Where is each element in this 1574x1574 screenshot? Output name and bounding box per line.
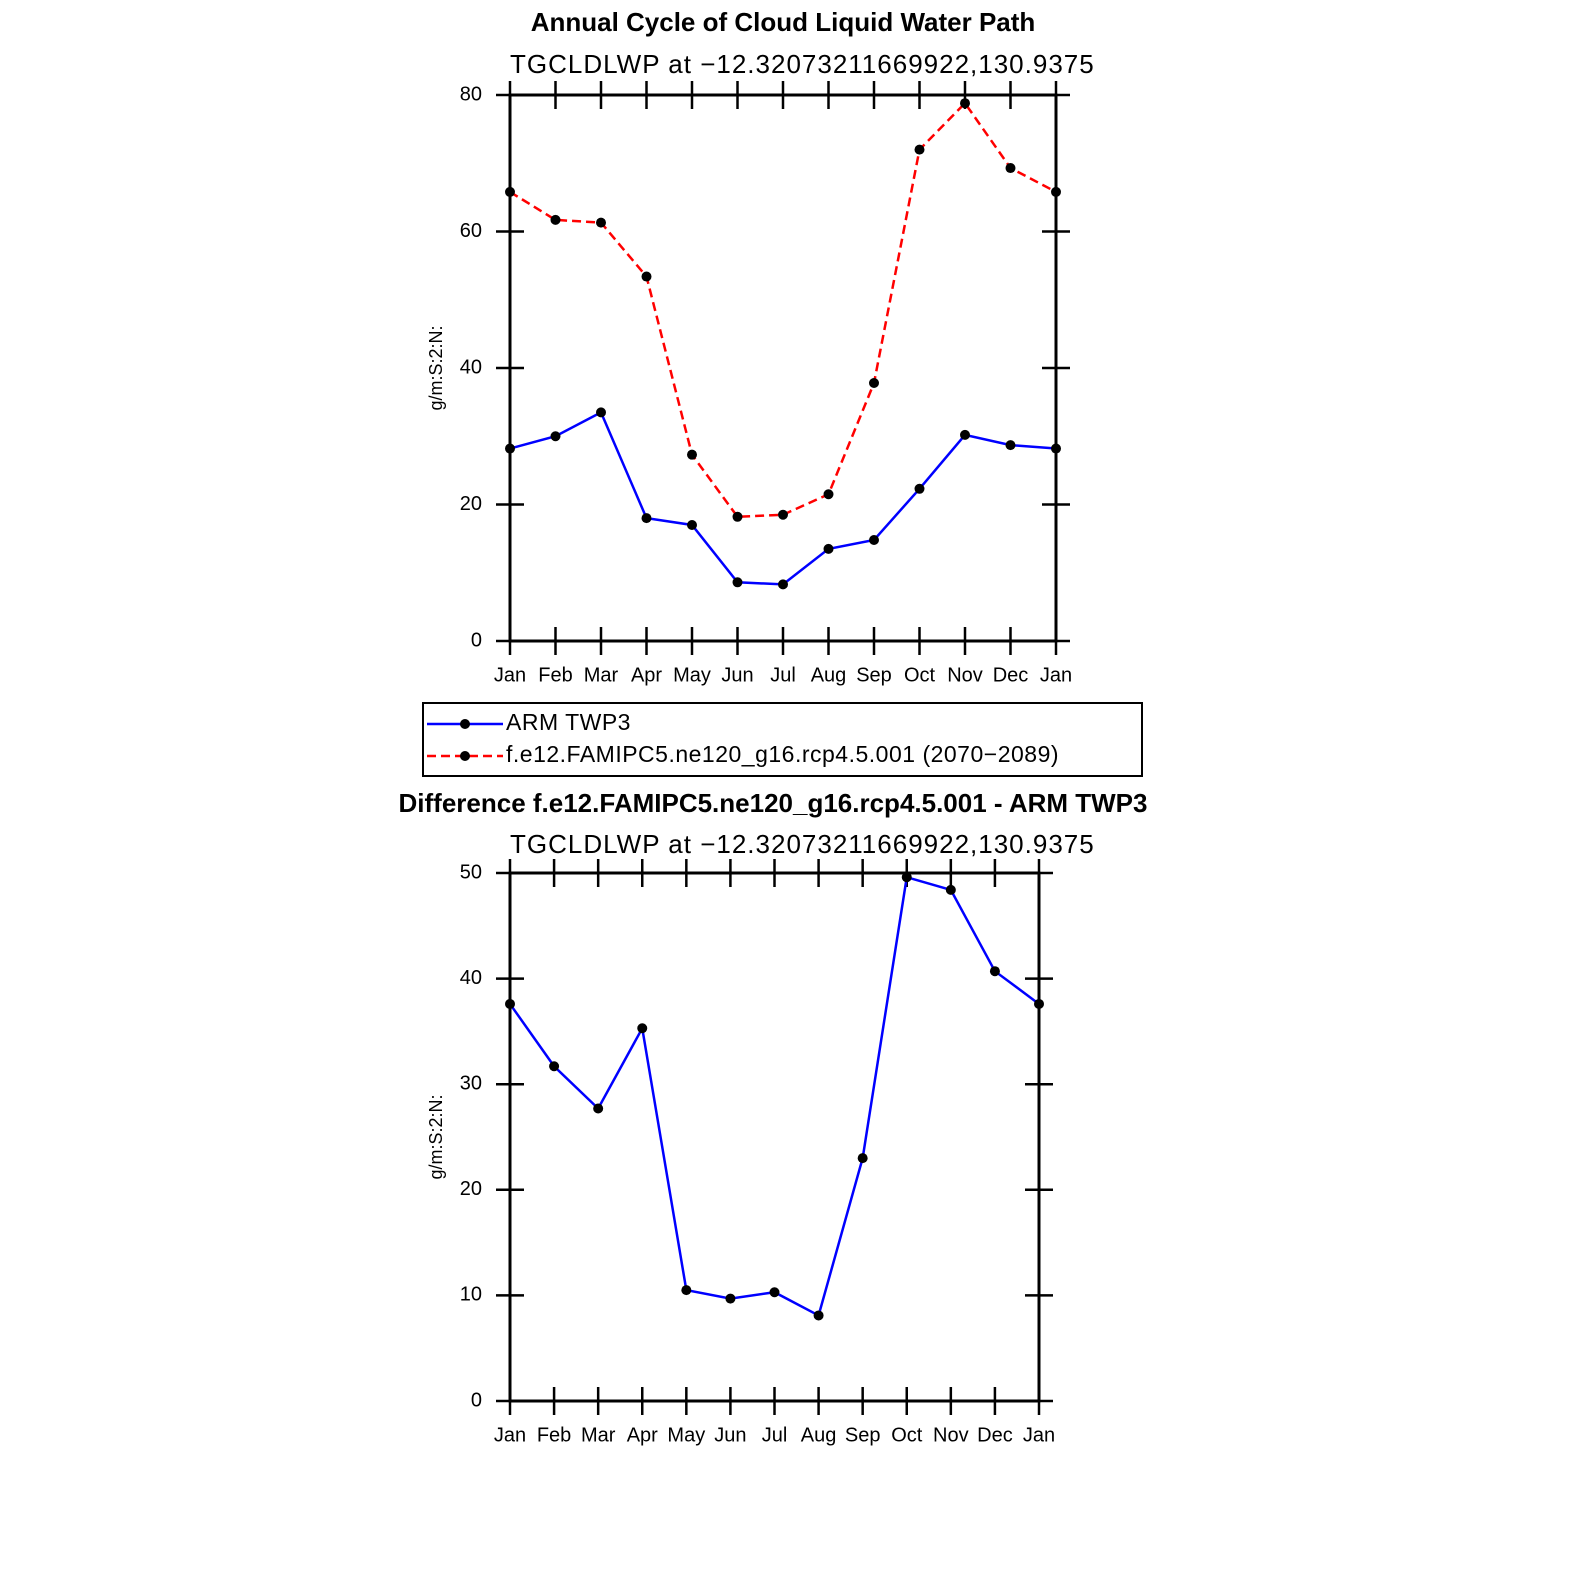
x-tick-label: Jul <box>770 664 796 686</box>
series-line <box>508 875 1040 1318</box>
legend-label: f.e12.FAMIPC5.ne120_g16.rcp4.5.001 (2070… <box>506 741 1059 767</box>
y-tick-label: 0 <box>471 629 482 651</box>
series-line <box>509 410 1057 586</box>
marker <box>550 431 561 442</box>
x-tick-label: Jan <box>494 1424 526 1446</box>
marker <box>687 519 697 530</box>
marker <box>641 513 652 524</box>
y-tick-label: 10 <box>460 1284 482 1306</box>
x-tick-label: Nov <box>933 1424 969 1446</box>
marker <box>641 271 652 282</box>
x-tick-label: Jun <box>714 1424 746 1446</box>
marker <box>945 884 956 895</box>
y-tick-label: 80 <box>460 83 482 105</box>
x-tick-label: Jan <box>1040 664 1072 686</box>
marker <box>1005 440 1016 451</box>
chart: Annual Cycle of Cloud Liquid Water Path T… <box>422 7 1143 777</box>
y-tick-label: 0 <box>471 1389 482 1411</box>
marker <box>989 966 1000 977</box>
marker <box>960 98 970 109</box>
marker <box>593 1103 604 1114</box>
marker <box>1051 443 1061 454</box>
marker <box>732 511 743 522</box>
y-tick-label: 30 <box>460 1072 482 1094</box>
x-tick-label: Feb <box>537 1424 571 1446</box>
marker <box>960 429 970 440</box>
marker <box>869 378 879 389</box>
legend-box <box>422 702 1143 777</box>
y-tick-label: 40 <box>460 967 482 989</box>
marker <box>869 534 879 545</box>
x-tick-label: Aug <box>811 664 847 686</box>
x-tick-label: May <box>673 664 711 686</box>
marker <box>823 543 834 554</box>
x-tick-label: Aug <box>801 1424 837 1446</box>
x-tick-label: Sep <box>856 664 892 686</box>
marker <box>687 449 697 460</box>
x-tick-label: Mar <box>584 664 619 686</box>
x-tick-label: Oct <box>891 1424 923 1446</box>
plot-frame <box>508 93 1058 643</box>
y-axis-label: g/m:S:2:N: <box>426 325 446 410</box>
marker <box>1034 998 1044 1009</box>
marker <box>637 1023 648 1034</box>
marker <box>505 186 515 197</box>
x-tick-label: Dec <box>977 1424 1013 1446</box>
x-tick-label: Mar <box>581 1424 616 1446</box>
marker <box>778 509 788 520</box>
marker <box>769 1287 780 1298</box>
legend-marker <box>460 751 470 761</box>
y-tick-label: 20 <box>460 1178 482 1200</box>
marker <box>1005 163 1016 174</box>
series-line <box>509 101 1057 519</box>
marker <box>550 214 561 225</box>
marker <box>505 998 515 1009</box>
y-axis-label: g/m:S:2:N: <box>426 1094 446 1179</box>
x-tick-label: Apr <box>627 1424 658 1446</box>
chart-subtitle: TGCLDLWP at −12.32073211669922,130.9375 <box>510 829 1095 859</box>
legend-marker <box>460 719 470 729</box>
x-tick-label: Jun <box>721 664 753 686</box>
marker <box>857 1153 868 1164</box>
y-tick-label: 20 <box>460 493 482 515</box>
marker <box>1051 186 1061 197</box>
chart-subtitle: TGCLDLWP at −12.32073211669922,130.9375 <box>510 49 1095 79</box>
x-tick-label: Jan <box>494 664 526 686</box>
marker <box>813 1310 824 1321</box>
marker <box>778 579 788 590</box>
marker <box>914 483 925 494</box>
plot-frame <box>508 871 1041 1403</box>
y-tick-label: 50 <box>460 861 482 883</box>
x-tick-label: Feb <box>538 664 572 686</box>
y-tick-label: 40 <box>460 356 482 378</box>
marker <box>732 577 743 588</box>
x-tick-label: Jan <box>1023 1424 1055 1446</box>
x-tick-label: Oct <box>904 664 936 686</box>
x-tick-label: Nov <box>947 664 983 686</box>
marker <box>505 443 515 454</box>
x-tick-label: Jul <box>762 1424 788 1446</box>
x-tick-label: Sep <box>845 1424 881 1446</box>
chart: Difference f.e12.FAMIPC5.ne120_g16.rcp4.… <box>399 788 1148 1446</box>
y-tick-label: 60 <box>460 220 482 242</box>
x-tick-label: Apr <box>631 664 662 686</box>
marker <box>549 1061 560 1072</box>
chart-title: Annual Cycle of Cloud Liquid Water Path <box>531 7 1036 37</box>
chart-title: Difference f.e12.FAMIPC5.ne120_g16.rcp4.… <box>399 788 1148 818</box>
marker <box>596 407 606 418</box>
marker <box>823 489 834 500</box>
marker <box>596 217 606 228</box>
marker <box>914 144 925 155</box>
marker <box>681 1285 692 1296</box>
marker <box>901 872 912 883</box>
x-tick-label: May <box>667 1424 705 1446</box>
x-tick-label: Dec <box>993 664 1029 686</box>
legend-label: ARM TWP3 <box>506 709 631 735</box>
marker <box>725 1293 736 1304</box>
